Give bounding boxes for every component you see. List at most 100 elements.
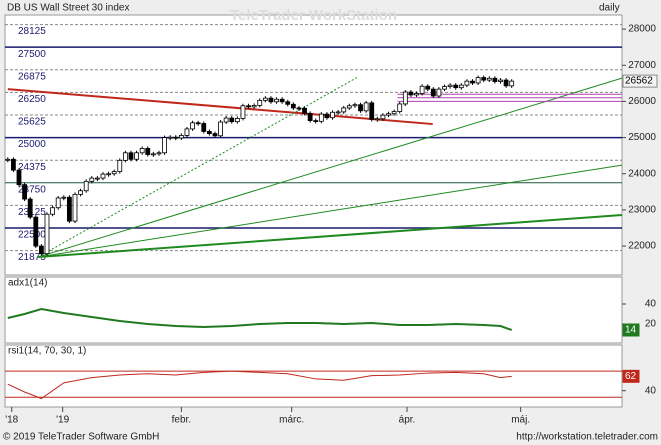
y-tick-label: 28000 bbox=[628, 24, 656, 35]
level-label: 27500 bbox=[18, 49, 46, 60]
candle bbox=[111, 171, 117, 175]
y-tick-label: 23000 bbox=[628, 205, 656, 216]
y-tick-label: 24000 bbox=[628, 168, 656, 179]
level-label: 25000 bbox=[18, 139, 46, 150]
candle bbox=[386, 113, 391, 116]
candle bbox=[509, 80, 515, 87]
candle bbox=[229, 117, 235, 123]
candle bbox=[279, 98, 285, 103]
candle bbox=[178, 135, 184, 139]
candle bbox=[486, 77, 492, 81]
candle bbox=[425, 85, 431, 90]
candle bbox=[201, 123, 207, 132]
candle bbox=[167, 136, 173, 139]
candle bbox=[206, 131, 212, 135]
candle bbox=[330, 111, 335, 119]
candle bbox=[475, 77, 481, 84]
candle bbox=[285, 101, 291, 105]
candle bbox=[156, 152, 162, 155]
candle bbox=[268, 97, 274, 103]
candle bbox=[358, 104, 363, 112]
candle bbox=[66, 196, 72, 222]
candle bbox=[470, 80, 475, 84]
candle bbox=[414, 93, 419, 96]
candle bbox=[341, 107, 347, 113]
candle bbox=[464, 80, 470, 86]
watermark: TeleTrader WorkStation bbox=[230, 7, 397, 24]
candle bbox=[89, 177, 95, 182]
candle bbox=[122, 152, 128, 161]
candle bbox=[16, 169, 22, 185]
url: http://workstation.teletrader.com bbox=[516, 432, 658, 443]
y-tick-label: 40 bbox=[645, 385, 657, 396]
last-value-box bbox=[622, 74, 658, 88]
x-tick-label: ápr. bbox=[399, 415, 416, 426]
candle bbox=[55, 197, 61, 209]
level-label: 26875 bbox=[18, 71, 46, 82]
x-tick-label: '19 bbox=[56, 415, 69, 426]
candle bbox=[240, 105, 246, 119]
footer: © 2019 TeleTrader Software GmbH bbox=[3, 432, 159, 443]
last-value-label: 14 bbox=[625, 325, 637, 336]
level-label: 28125 bbox=[18, 26, 46, 37]
candle bbox=[503, 79, 509, 87]
trend-line bbox=[37, 77, 623, 258]
candle bbox=[10, 158, 16, 171]
candle bbox=[128, 152, 134, 160]
candle bbox=[363, 102, 369, 112]
candle bbox=[447, 84, 453, 87]
candle bbox=[302, 107, 307, 114]
candle bbox=[38, 245, 44, 255]
y-tick-label: 27000 bbox=[628, 60, 656, 71]
period: daily bbox=[599, 3, 620, 14]
candle bbox=[430, 88, 436, 97]
chart-title: DB US Wall Street 30 index bbox=[7, 3, 129, 14]
level-label: 23750 bbox=[18, 184, 46, 195]
candle bbox=[117, 159, 123, 172]
candle bbox=[352, 104, 358, 107]
candle bbox=[307, 112, 313, 121]
trend-line bbox=[37, 164, 623, 258]
candle bbox=[78, 190, 83, 195]
candle bbox=[83, 180, 89, 192]
candle bbox=[22, 184, 27, 200]
last-value-box bbox=[622, 369, 640, 383]
candle bbox=[50, 207, 55, 215]
candle bbox=[274, 98, 279, 103]
candle bbox=[195, 122, 201, 125]
x-tick-label: '18 bbox=[5, 415, 18, 426]
level-label: 22500 bbox=[18, 230, 46, 241]
x-tick-label: márc. bbox=[279, 415, 304, 426]
level-label: 26250 bbox=[18, 94, 46, 105]
candle bbox=[408, 91, 414, 96]
candle bbox=[374, 118, 380, 121]
candle bbox=[453, 84, 459, 89]
candle bbox=[335, 111, 341, 114]
candle bbox=[397, 103, 403, 112]
trend-line bbox=[37, 214, 623, 259]
candle bbox=[106, 173, 111, 176]
candle bbox=[419, 85, 425, 94]
candle bbox=[234, 118, 240, 123]
candle bbox=[391, 111, 397, 115]
candle bbox=[150, 153, 156, 156]
candle bbox=[139, 148, 145, 154]
y-tick-label: 22000 bbox=[628, 241, 656, 252]
level-label: 21875 bbox=[18, 252, 46, 263]
candle bbox=[290, 103, 296, 109]
candle bbox=[184, 128, 190, 136]
last-value-label: 62 bbox=[625, 371, 637, 382]
adx-title: adx1(14) bbox=[8, 278, 47, 289]
candle bbox=[442, 86, 447, 90]
y-tick-label: 25000 bbox=[628, 132, 656, 143]
candle bbox=[481, 77, 487, 81]
candle bbox=[223, 117, 229, 123]
candle bbox=[458, 84, 464, 89]
candle bbox=[436, 88, 442, 97]
candle bbox=[251, 105, 257, 108]
candle bbox=[33, 216, 39, 247]
level-label: 24375 bbox=[18, 162, 46, 173]
x-tick-label: máj. bbox=[511, 415, 530, 426]
candle bbox=[318, 113, 324, 122]
candle bbox=[72, 193, 78, 222]
